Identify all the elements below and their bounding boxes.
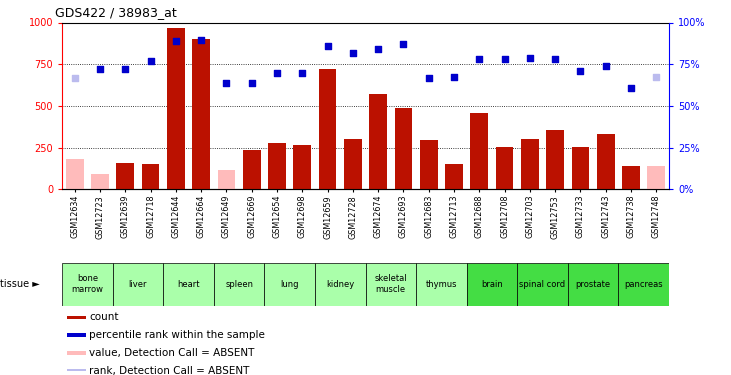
Bar: [319, 69, 336, 189]
Point: [195, 37, 207, 43]
Bar: [265, 262, 315, 306]
Text: bone
marrow: bone marrow: [72, 274, 103, 294]
Bar: [466, 262, 518, 306]
Text: percentile rank within the sample: percentile rank within the sample: [89, 330, 265, 340]
Text: liver: liver: [129, 280, 147, 289]
Bar: [67, 333, 86, 337]
Text: rank, Detection Call = ABSENT: rank, Detection Call = ABSENT: [89, 366, 250, 375]
Bar: [369, 94, 387, 189]
Bar: [496, 147, 513, 189]
Point: [651, 74, 662, 80]
Text: lung: lung: [281, 280, 299, 289]
Text: count: count: [89, 312, 119, 322]
Bar: [521, 140, 539, 189]
Bar: [622, 166, 640, 189]
Bar: [315, 262, 366, 306]
Bar: [568, 262, 618, 306]
Bar: [163, 262, 213, 306]
Bar: [62, 262, 113, 306]
Bar: [395, 108, 412, 189]
Point: [170, 38, 182, 44]
Bar: [366, 262, 416, 306]
Bar: [648, 166, 665, 189]
Bar: [596, 134, 615, 189]
Bar: [66, 159, 83, 189]
Point: [347, 50, 359, 55]
Bar: [344, 140, 362, 189]
Text: GDS422 / 38983_at: GDS422 / 38983_at: [55, 6, 177, 19]
Point: [246, 80, 257, 86]
Bar: [218, 170, 235, 189]
Point: [372, 46, 384, 52]
Point: [474, 56, 485, 62]
Point: [94, 66, 106, 72]
Bar: [67, 351, 86, 355]
Bar: [116, 163, 135, 189]
Point: [600, 63, 612, 69]
Text: kidney: kidney: [326, 280, 355, 289]
Point: [398, 41, 409, 47]
Text: heart: heart: [178, 280, 200, 289]
Text: pancreas: pancreas: [624, 280, 663, 289]
Text: tissue ►: tissue ►: [0, 279, 39, 289]
Point: [69, 75, 80, 81]
Point: [499, 56, 510, 62]
Bar: [445, 164, 463, 189]
Bar: [243, 150, 260, 189]
Point: [271, 70, 283, 76]
Bar: [67, 316, 86, 319]
Text: prostate: prostate: [575, 280, 610, 289]
Bar: [471, 112, 488, 189]
Bar: [67, 369, 86, 372]
Bar: [91, 174, 109, 189]
Bar: [572, 147, 589, 189]
Point: [549, 56, 561, 62]
Point: [423, 75, 434, 81]
Point: [322, 43, 333, 49]
Text: thymus: thymus: [425, 280, 457, 289]
Text: spleen: spleen: [225, 280, 253, 289]
Point: [448, 74, 460, 80]
Bar: [192, 39, 210, 189]
Bar: [293, 145, 311, 189]
Bar: [142, 164, 159, 189]
Bar: [420, 140, 438, 189]
Text: brain: brain: [481, 280, 503, 289]
Bar: [518, 262, 568, 306]
Point: [575, 68, 586, 74]
Point: [297, 70, 308, 76]
Text: value, Detection Call = ABSENT: value, Detection Call = ABSENT: [89, 348, 255, 358]
Bar: [167, 27, 185, 189]
Bar: [618, 262, 669, 306]
Bar: [546, 130, 564, 189]
Bar: [213, 262, 265, 306]
Point: [524, 54, 536, 60]
Bar: [416, 262, 466, 306]
Bar: [113, 262, 163, 306]
Point: [119, 66, 131, 72]
Text: spinal cord: spinal cord: [520, 280, 566, 289]
Point: [625, 85, 637, 91]
Point: [221, 80, 232, 86]
Point: [145, 58, 156, 64]
Text: skeletal
muscle: skeletal muscle: [374, 274, 407, 294]
Bar: [268, 142, 286, 189]
